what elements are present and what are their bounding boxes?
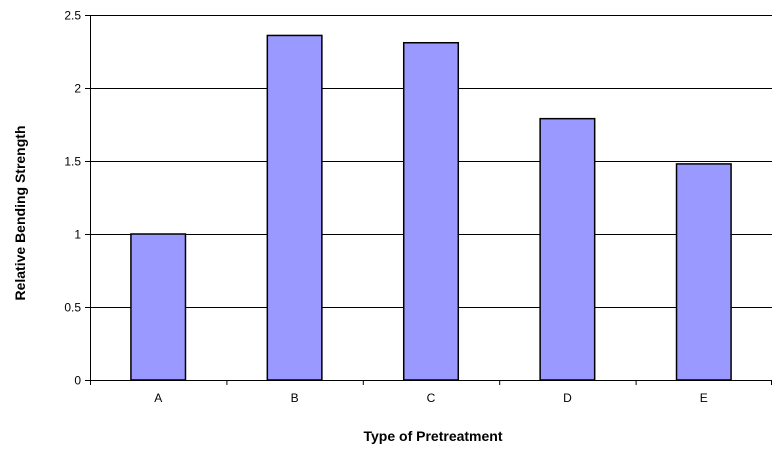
x-tick-label: E [700,391,708,405]
y-tick-label: 1 [74,228,81,242]
x-axis-title: Type of Pretreatment [364,428,503,444]
y-tick-label: 2.5 [64,9,81,23]
axes [85,15,772,385]
bar-e [675,163,732,381]
y-tick-label: 0.5 [64,301,81,315]
x-tick-label: A [154,391,162,405]
y-tick-label: 1.5 [64,155,81,169]
bar-d [539,117,596,381]
bar-a [130,233,187,381]
x-tick-label: D [563,391,572,405]
y-tick-label: 0 [74,374,81,388]
y-axis-title: Relative Bending Strength [12,125,28,300]
x-tick-labels: A B C D E [154,391,708,405]
y-tick-labels: 0 0.5 1 1.5 2 2.5 [64,9,81,388]
y-tick-label: 2 [74,82,81,96]
bar-c [402,41,460,381]
x-tick-label: B [291,391,299,405]
bar-b [266,34,323,381]
bars [130,34,732,381]
x-tick-label: C [427,391,436,405]
